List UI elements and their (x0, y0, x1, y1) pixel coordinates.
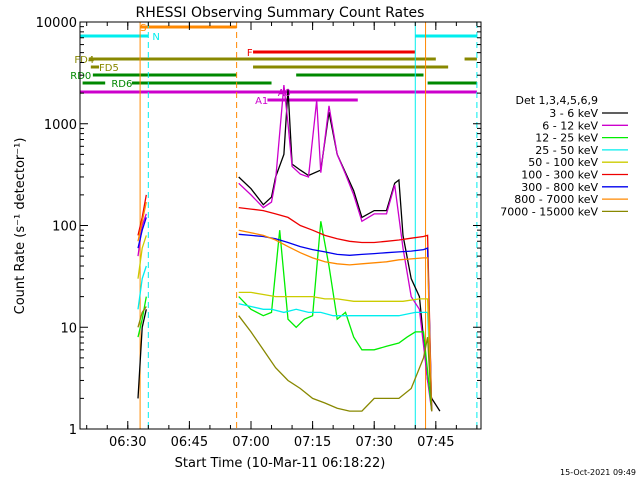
y-tick-label: 1 (69, 423, 77, 438)
legend-label: 25 - 50 keV (535, 144, 598, 157)
status-label-n: N (152, 32, 159, 43)
series-line-12-25-kev (238, 221, 433, 412)
y-tick-label: 100 (52, 220, 77, 235)
series-line-6-12-kev (238, 85, 433, 412)
status-label-s: S (140, 23, 146, 34)
series-line-800-7000-kev (238, 229, 433, 412)
status-label-fd4: FD4 (74, 55, 94, 66)
series-line-6-12-kev (137, 213, 147, 257)
series-line-12-25-kev (137, 296, 147, 338)
legend-label: 6 - 12 keV (542, 119, 598, 132)
status-label-f: F (247, 48, 253, 59)
series-line-300-800-kev (137, 217, 147, 249)
status-label-a1: A1 (255, 96, 268, 107)
series-line-50-100-kev (137, 235, 147, 279)
legend-label: 3 - 6 keV (549, 107, 598, 120)
x-tick-label: 07:30 (355, 435, 392, 450)
footer-timestamp: 15-Oct-2021 09:49 (560, 468, 636, 477)
series-line-7000-15000-kev (238, 315, 433, 412)
status-label-a0: A0 (278, 88, 291, 99)
status-bars (80, 25, 477, 102)
x-axis-label: Start Time (10-Mar-11 06:18:22) (175, 456, 386, 471)
y-axis: 1 10 100 1000 10000 (36, 16, 481, 438)
series-line-100-300-kev (238, 206, 433, 412)
y-tick-label: 10000 (36, 16, 77, 31)
status-label-fd5: FD5 (99, 63, 119, 74)
legend-label: 12 - 25 keV (535, 132, 598, 145)
legend-label: 50 - 100 keV (528, 156, 598, 169)
y-tick-label: 1000 (44, 118, 77, 133)
legend-label: 800 - 7000 keV (514, 193, 598, 206)
y-axis-label: Count Rate (s⁻¹ detector⁻¹) (13, 138, 28, 315)
series-line-800-7000-kev (137, 201, 147, 242)
series-line-25-50-kev (137, 265, 147, 310)
series-line-25-50-kev (238, 303, 433, 412)
y-tick-label: 10 (60, 321, 77, 336)
data-series (137, 85, 441, 412)
legend-label: 100 - 300 keV (521, 169, 598, 182)
series-line-7000-15000-kev (137, 306, 147, 328)
status-label-rd0: RD0 (70, 71, 91, 82)
x-tick-label: 07:45 (417, 435, 454, 450)
series-line-300-800-kev (238, 233, 433, 412)
legend-label: 7000 - 15000 keV (500, 205, 598, 218)
x-tick-label: 06:30 (109, 435, 146, 450)
x-tick-label: 06:45 (171, 435, 208, 450)
legend-title: Det 1,3,4,5,6,9 (515, 94, 598, 107)
chart-title: RHESSI Observing Summary Count Rates (136, 5, 425, 21)
x-axis: 06:30 06:45 07:00 07:15 07:30 07:45 (86, 22, 478, 450)
series-line-3-6-kev (137, 309, 147, 399)
legend-label: 300 - 800 keV (521, 181, 598, 194)
x-tick-label: 07:00 (232, 435, 269, 450)
series-line-100-300-kev (137, 194, 147, 236)
series-line-50-100-kev (238, 291, 433, 412)
status-bar-labels: SN F FD4 FD5 RD0 RD6 A0 A1 (70, 23, 291, 107)
status-label-rd6: RD6 (111, 79, 132, 90)
x-tick-label: 07:15 (294, 435, 331, 450)
